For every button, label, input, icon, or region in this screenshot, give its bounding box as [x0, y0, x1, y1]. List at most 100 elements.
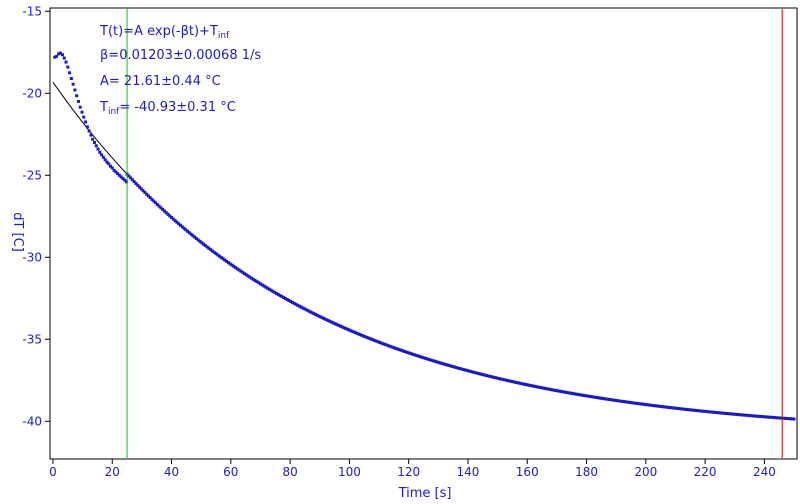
x-tick-label: 0 — [49, 465, 57, 479]
data-point — [744, 413, 748, 417]
annotation-amplitude: A= 21.61±0.44 °C — [100, 74, 221, 89]
data-point — [723, 411, 727, 415]
data-point — [107, 162, 111, 166]
data-point — [733, 412, 737, 416]
data-point — [315, 313, 319, 317]
data-point — [451, 365, 455, 369]
data-point — [470, 370, 474, 374]
data-point — [367, 336, 371, 340]
data-point — [436, 360, 440, 364]
data-point — [666, 405, 670, 409]
data-point — [716, 411, 720, 415]
data-point — [586, 394, 590, 398]
data-point — [703, 409, 707, 413]
data-point — [609, 398, 613, 402]
data-point — [134, 181, 138, 185]
data-point — [75, 94, 79, 98]
data-point — [105, 160, 109, 164]
data-point — [168, 214, 172, 218]
data-point — [408, 351, 412, 355]
data-point — [742, 413, 746, 417]
data-point — [571, 392, 575, 396]
data-point — [388, 344, 392, 348]
data-point — [692, 408, 696, 412]
data-point — [321, 316, 325, 320]
data-point — [292, 301, 296, 305]
data-point — [103, 158, 107, 162]
data-point — [787, 417, 791, 421]
data-point — [543, 386, 547, 390]
data-point — [411, 352, 415, 356]
data-point — [100, 153, 104, 157]
data-point — [344, 327, 348, 331]
data-point — [785, 417, 789, 421]
data-point — [440, 361, 444, 365]
data-point — [141, 189, 145, 193]
data-point — [216, 253, 220, 257]
data-point — [516, 381, 520, 385]
data-point — [648, 403, 652, 407]
data-point — [452, 365, 456, 369]
data-point — [78, 105, 82, 109]
data-point — [685, 408, 689, 412]
data-point — [80, 110, 84, 114]
data-point — [271, 289, 275, 293]
data-point — [643, 402, 647, 406]
data-point — [721, 411, 725, 415]
data-point — [639, 402, 643, 406]
data-point — [555, 389, 559, 393]
data-series — [53, 51, 796, 421]
data-point — [735, 412, 739, 416]
data-point — [276, 292, 280, 296]
data-point — [580, 393, 584, 397]
data-point — [701, 409, 705, 413]
data-point — [132, 180, 136, 184]
data-point — [387, 344, 391, 348]
data-point — [732, 412, 736, 416]
data-point — [162, 209, 166, 213]
data-point — [684, 407, 688, 411]
data-point — [771, 415, 775, 419]
data-point — [438, 361, 442, 365]
data-point — [84, 120, 88, 124]
data-point — [628, 401, 632, 405]
data-point — [474, 371, 478, 375]
data-point — [255, 280, 259, 284]
data-point — [221, 257, 225, 261]
data-point — [490, 375, 494, 379]
data-point — [294, 302, 298, 306]
data-point — [342, 326, 346, 330]
data-point — [395, 347, 399, 351]
data-point — [351, 330, 355, 334]
data-point — [499, 377, 503, 381]
data-point — [127, 174, 131, 178]
data-point — [273, 290, 277, 294]
data-point — [714, 410, 718, 414]
data-point — [595, 396, 599, 400]
data-point — [502, 378, 506, 382]
data-point — [154, 201, 158, 205]
data-point — [772, 416, 776, 420]
data-point — [564, 390, 568, 394]
data-point — [175, 220, 179, 224]
data-point — [264, 285, 268, 289]
data-point — [424, 357, 428, 361]
data-point — [123, 178, 127, 182]
data-point — [241, 270, 245, 274]
data-point — [331, 321, 335, 325]
data-point — [234, 266, 238, 270]
x-tick-label: 200 — [634, 465, 657, 479]
data-point — [143, 190, 147, 194]
data-point — [497, 376, 501, 380]
data-point — [596, 396, 600, 400]
data-point — [289, 299, 293, 303]
data-point — [317, 314, 321, 318]
plot-frame — [49, 7, 798, 460]
data-point — [456, 366, 460, 370]
data-point — [85, 125, 89, 129]
data-point — [210, 249, 214, 253]
data-point — [568, 391, 572, 395]
data-point — [710, 410, 714, 414]
data-point — [724, 411, 728, 415]
data-point — [116, 172, 120, 176]
